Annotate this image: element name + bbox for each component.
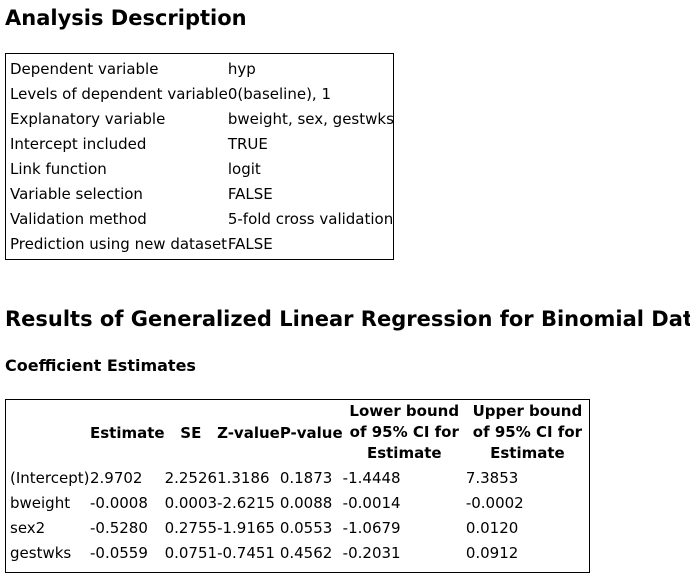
table-row: Levels of dependent variable 0(baseline)… bbox=[10, 82, 394, 107]
row-label: Variable selection bbox=[10, 185, 143, 203]
row-value: 0(baseline), 1 bbox=[227, 85, 331, 103]
analysis-description-table: Dependent variable hyp Levels of depende… bbox=[5, 53, 394, 260]
row-value: FALSE bbox=[227, 235, 273, 253]
table-row: Variable selection FALSE bbox=[10, 182, 394, 207]
table-row: Validation method 5-fold cross validatio… bbox=[10, 207, 394, 232]
coefficient-estimates-table: Estimate SE Z-value P-value Lower bound … bbox=[5, 399, 590, 573]
row-label: Intercept included bbox=[10, 135, 147, 153]
term-cell: gestwks bbox=[10, 544, 72, 562]
p-value-cell: 0.4562 bbox=[279, 544, 333, 562]
column-header-se: SE bbox=[180, 424, 202, 442]
lower-ci-cell: -0.2031 bbox=[342, 544, 401, 562]
table-row: Explanatory variable bweight, sex, gestw… bbox=[10, 107, 394, 132]
p-value-cell: 0.1873 bbox=[279, 469, 333, 487]
se-cell: 0.0003 bbox=[164, 494, 218, 512]
estimate-cell: -0.0559 bbox=[89, 544, 148, 562]
estimate-cell: -0.5280 bbox=[89, 519, 148, 537]
table-row: Intercept included TRUE bbox=[10, 132, 394, 157]
column-header-p-value: P-value bbox=[279, 424, 343, 442]
row-value: FALSE bbox=[227, 185, 273, 203]
column-header-estimate: Estimate bbox=[89, 424, 165, 442]
p-value-cell: 0.0088 bbox=[279, 494, 333, 512]
p-value-cell: 0.0553 bbox=[279, 519, 333, 537]
upper-ci-cell: 0.0912 bbox=[465, 544, 519, 562]
row-label: Levels of dependent variable bbox=[10, 85, 228, 103]
z-value-cell: -1.9165 bbox=[217, 519, 275, 537]
estimate-cell: -0.0008 bbox=[89, 494, 148, 512]
table-row: Prediction using new dataset FALSE bbox=[10, 232, 394, 257]
row-value: 5-fold cross validation bbox=[227, 210, 394, 228]
estimate-cell: 2.9702 bbox=[89, 469, 143, 487]
table-row: bweight -0.0008 0.0003 -2.6215 0.0088 -0… bbox=[10, 491, 589, 516]
row-value: TRUE bbox=[227, 135, 268, 153]
lower-ci-cell: -1.4448 bbox=[342, 469, 401, 487]
row-label: Link function bbox=[10, 160, 107, 178]
term-cell: (Intercept) bbox=[10, 469, 90, 487]
results-heading: Results of Generalized Linear Regression… bbox=[5, 307, 690, 331]
upper-ci-cell: 7.3853 bbox=[465, 469, 519, 487]
table-row: gestwks -0.0559 0.0751 -0.7451 0.4562 -0… bbox=[10, 541, 589, 566]
column-header-upper-ci: Upper bound of 95% CI for Estimate bbox=[472, 402, 583, 462]
column-header-z-value: Z-value bbox=[217, 424, 280, 442]
upper-ci-cell: -0.0002 bbox=[465, 494, 524, 512]
coefficient-estimates-heading: Coefficient Estimates bbox=[5, 356, 196, 375]
table-row: (Intercept) 2.9702 2.2526 1.3186 0.1873 … bbox=[10, 466, 589, 491]
se-cell: 0.2755 bbox=[164, 519, 218, 537]
se-cell: 0.0751 bbox=[164, 544, 218, 562]
row-label: Dependent variable bbox=[10, 60, 159, 78]
term-cell: sex2 bbox=[10, 519, 46, 537]
row-label: Validation method bbox=[10, 210, 147, 228]
table-row: Link function logit bbox=[10, 157, 394, 182]
row-label: Prediction using new dataset bbox=[10, 235, 228, 253]
column-header-term bbox=[10, 401, 90, 466]
lower-ci-cell: -0.0014 bbox=[342, 494, 401, 512]
lower-ci-cell: -1.0679 bbox=[342, 519, 401, 537]
row-value: bweight, sex, gestwks bbox=[227, 110, 394, 128]
column-header-lower-ci: Lower bound of 95% CI for Estimate bbox=[349, 402, 460, 462]
table-row: Dependent variable hyp bbox=[10, 57, 394, 82]
table-header-row: Estimate SE Z-value P-value Lower bound … bbox=[10, 401, 589, 466]
se-cell: 2.2526 bbox=[164, 469, 218, 487]
term-cell: bweight bbox=[10, 494, 71, 512]
row-value: logit bbox=[227, 160, 261, 178]
row-value: hyp bbox=[227, 60, 256, 78]
table-row: sex2 -0.5280 0.2755 -1.9165 0.0553 -1.06… bbox=[10, 516, 589, 541]
upper-ci-cell: 0.0120 bbox=[465, 519, 519, 537]
z-value-cell: -0.7451 bbox=[217, 544, 275, 562]
analysis-description-heading: Analysis Description bbox=[5, 6, 247, 30]
row-label: Explanatory variable bbox=[10, 110, 166, 128]
z-value-cell: -2.6215 bbox=[217, 494, 275, 512]
z-value-cell: 1.3186 bbox=[217, 469, 270, 487]
